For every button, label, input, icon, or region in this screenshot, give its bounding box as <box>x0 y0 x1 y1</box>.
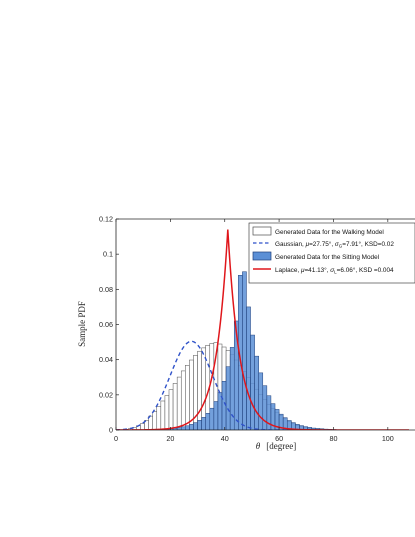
y-axis-label: Sample PDF <box>77 301 87 347</box>
sitting-bar <box>262 385 268 430</box>
x-axis-label: θ [degree] <box>256 441 296 451</box>
x-tick-label: 20 <box>166 434 174 443</box>
laplace-sigma-value: =6.06°, KSD =0.004 <box>337 266 394 274</box>
gaussian-sigma-subscript: G <box>339 244 343 249</box>
sitting-bar <box>205 413 211 430</box>
laplace-sigma-symbol: σ <box>330 267 335 274</box>
sitting-bar <box>209 407 215 430</box>
y-tick-label: 0.02 <box>99 390 113 399</box>
walking-bar <box>164 395 170 430</box>
laplace-fit-line <box>116 229 410 430</box>
y-tick-label: 0.12 <box>99 215 113 224</box>
walking-bar <box>160 400 166 430</box>
laplace-label-prefix: Laplace, <box>275 267 301 274</box>
gaussian-mu-value: =27.75°, <box>309 240 335 248</box>
sitting-bar <box>217 392 223 430</box>
sitting-bar <box>213 401 219 430</box>
gaussian-sigma-symbol: σ <box>335 241 340 248</box>
legend-label-gaussian: Gaussian, μ=27.75°, σG=7.91°, KSD=0.02 <box>275 240 394 249</box>
x-axis-ticks: 0 20 40 60 80 100 <box>114 219 394 443</box>
legend-swatch-sitting <box>252 251 272 261</box>
legend-label-walking: Generated Data for the Walking Model <box>275 229 384 236</box>
y-tick-label: 0.08 <box>99 285 113 294</box>
sitting-bar <box>201 417 206 430</box>
legend: Generated Data for the Walking Model Gau… <box>248 222 415 284</box>
x-axis-label-symbol: θ <box>256 441 261 451</box>
legend-swatch-walking <box>252 226 272 236</box>
legend-item-gaussian: Gaussian, μ=27.75°, σG=7.91°, KSD=0.02 <box>253 240 394 249</box>
walking-bar <box>152 411 158 430</box>
sitting-bar <box>242 271 247 430</box>
sitting-bar <box>180 426 186 430</box>
walking-bar <box>197 350 202 430</box>
walking-bar <box>180 370 186 430</box>
y-tick-label: 0.1 <box>103 250 113 259</box>
x-tick-label: 100 <box>382 434 394 443</box>
sitting-bar <box>189 424 194 430</box>
plot-area <box>116 229 410 430</box>
y-axis-ticks: 0 0.02 0.04 0.06 0.08 0.1 0.12 <box>99 215 119 435</box>
walking-bar <box>172 383 178 430</box>
x-axis-label-unit: [degree] <box>266 441 296 451</box>
sitting-bar <box>258 372 264 430</box>
x-tick-label: 60 <box>275 434 283 443</box>
laplace-mu-value: =41.13°, <box>304 266 330 274</box>
sitting-bar <box>185 425 190 430</box>
x-tick-label: 40 <box>221 434 229 443</box>
legend-label-sitting: Generated Data for the Sitting Model <box>275 254 379 261</box>
x-tick-label: 80 <box>329 434 337 443</box>
sitting-bar <box>193 422 198 430</box>
gaussian-sigma-value: =7.91°, KSD=0.02 <box>342 240 394 248</box>
axes: 0 20 40 60 80 100 0 0.02 0.04 0.06 0.08 0.1 0.12 <box>99 215 415 443</box>
laplace-sigma-subscript: L <box>334 270 337 275</box>
sitting-bar <box>246 306 251 430</box>
y-tick-label: 0.06 <box>99 320 113 329</box>
legend-box <box>248 222 415 284</box>
legend-item-walking: Generated Data for the Walking Model <box>252 226 384 236</box>
sitting-bar <box>225 366 231 430</box>
walking-bar <box>148 415 153 430</box>
walking-bar <box>176 376 182 430</box>
walking-bar <box>140 423 145 430</box>
gaussian-label-prefix: Gaussian, <box>275 241 306 248</box>
sitting-bar <box>250 334 255 430</box>
x-tick-label: 0 <box>114 434 118 443</box>
sitting-bar <box>197 420 202 430</box>
sitting-bar <box>254 355 259 430</box>
walking-bar <box>168 389 174 430</box>
y-tick-label: 0 <box>109 426 113 435</box>
walking-bar <box>185 365 190 430</box>
legend-item-sitting: Generated Data for the Sitting Model <box>252 251 379 261</box>
legend-label-laplace: Laplace, μ=41.13°, σL=6.06°, KSD =0.004 <box>275 266 394 275</box>
legend-item-laplace: Laplace, μ=41.13°, σL=6.06°, KSD =0.004 <box>253 266 394 275</box>
gaussian-mu-symbol: μ <box>305 241 310 248</box>
walking-bar <box>156 406 162 430</box>
y-tick-label: 0.04 <box>99 355 113 364</box>
laplace-mu-symbol: μ <box>300 267 305 274</box>
